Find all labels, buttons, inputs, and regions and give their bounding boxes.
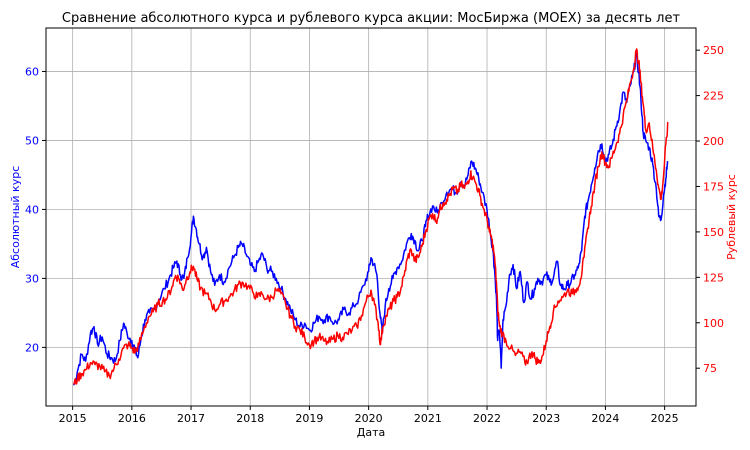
- x-tick-label: 2017: [177, 412, 205, 425]
- y-right-tick-label: 225: [703, 90, 724, 103]
- plot-lines: [73, 48, 669, 386]
- y-right-tick-label: 75: [703, 362, 717, 375]
- y-right-axis-label: Рублевый курс: [725, 174, 738, 260]
- y-right-tick-label: 250: [703, 44, 724, 57]
- y-right-tick-label: 200: [703, 135, 724, 148]
- x-tick-label: 2020: [355, 412, 383, 425]
- y-right-tick-label: 175: [703, 180, 724, 193]
- chart-title: Сравнение абсолютного курса и рублевого …: [62, 11, 681, 26]
- y-left-axis-label: Абсолютный курс: [9, 166, 22, 269]
- y-left-tick-label: 30: [25, 272, 39, 285]
- series-line-absolute: [73, 52, 669, 386]
- y-right-tick-label: 125: [703, 271, 724, 284]
- x-tick-label: 2015: [59, 412, 87, 425]
- y-left-tick-label: 20: [25, 341, 39, 354]
- x-tick-label: 2019: [295, 412, 323, 425]
- x-tick-label: 2016: [118, 412, 146, 425]
- axis-ticks: 2015 2016 2017 2018 2019 2020 2021 2022 2023 2024…: [25, 44, 724, 425]
- y-right-tick-label: 100: [703, 317, 724, 330]
- x-tick-label: 2023: [532, 412, 560, 425]
- x-tick-label: 2021: [414, 412, 442, 425]
- y-right-tick-label: 150: [703, 226, 724, 239]
- x-tick-label: 2022: [473, 412, 501, 425]
- plot-frame: [45, 27, 697, 407]
- grid: [46, 28, 696, 406]
- x-tick-label: 2025: [651, 412, 679, 425]
- x-tick-label: 2024: [591, 412, 619, 425]
- y-left-tick-label: 60: [25, 65, 39, 78]
- y-left-tick-label: 50: [25, 134, 39, 147]
- x-axis-label: Дата: [357, 426, 385, 439]
- series-line-ruble: [73, 48, 669, 385]
- x-tick-label: 2018: [236, 412, 264, 425]
- y-left-tick-label: 40: [25, 203, 39, 216]
